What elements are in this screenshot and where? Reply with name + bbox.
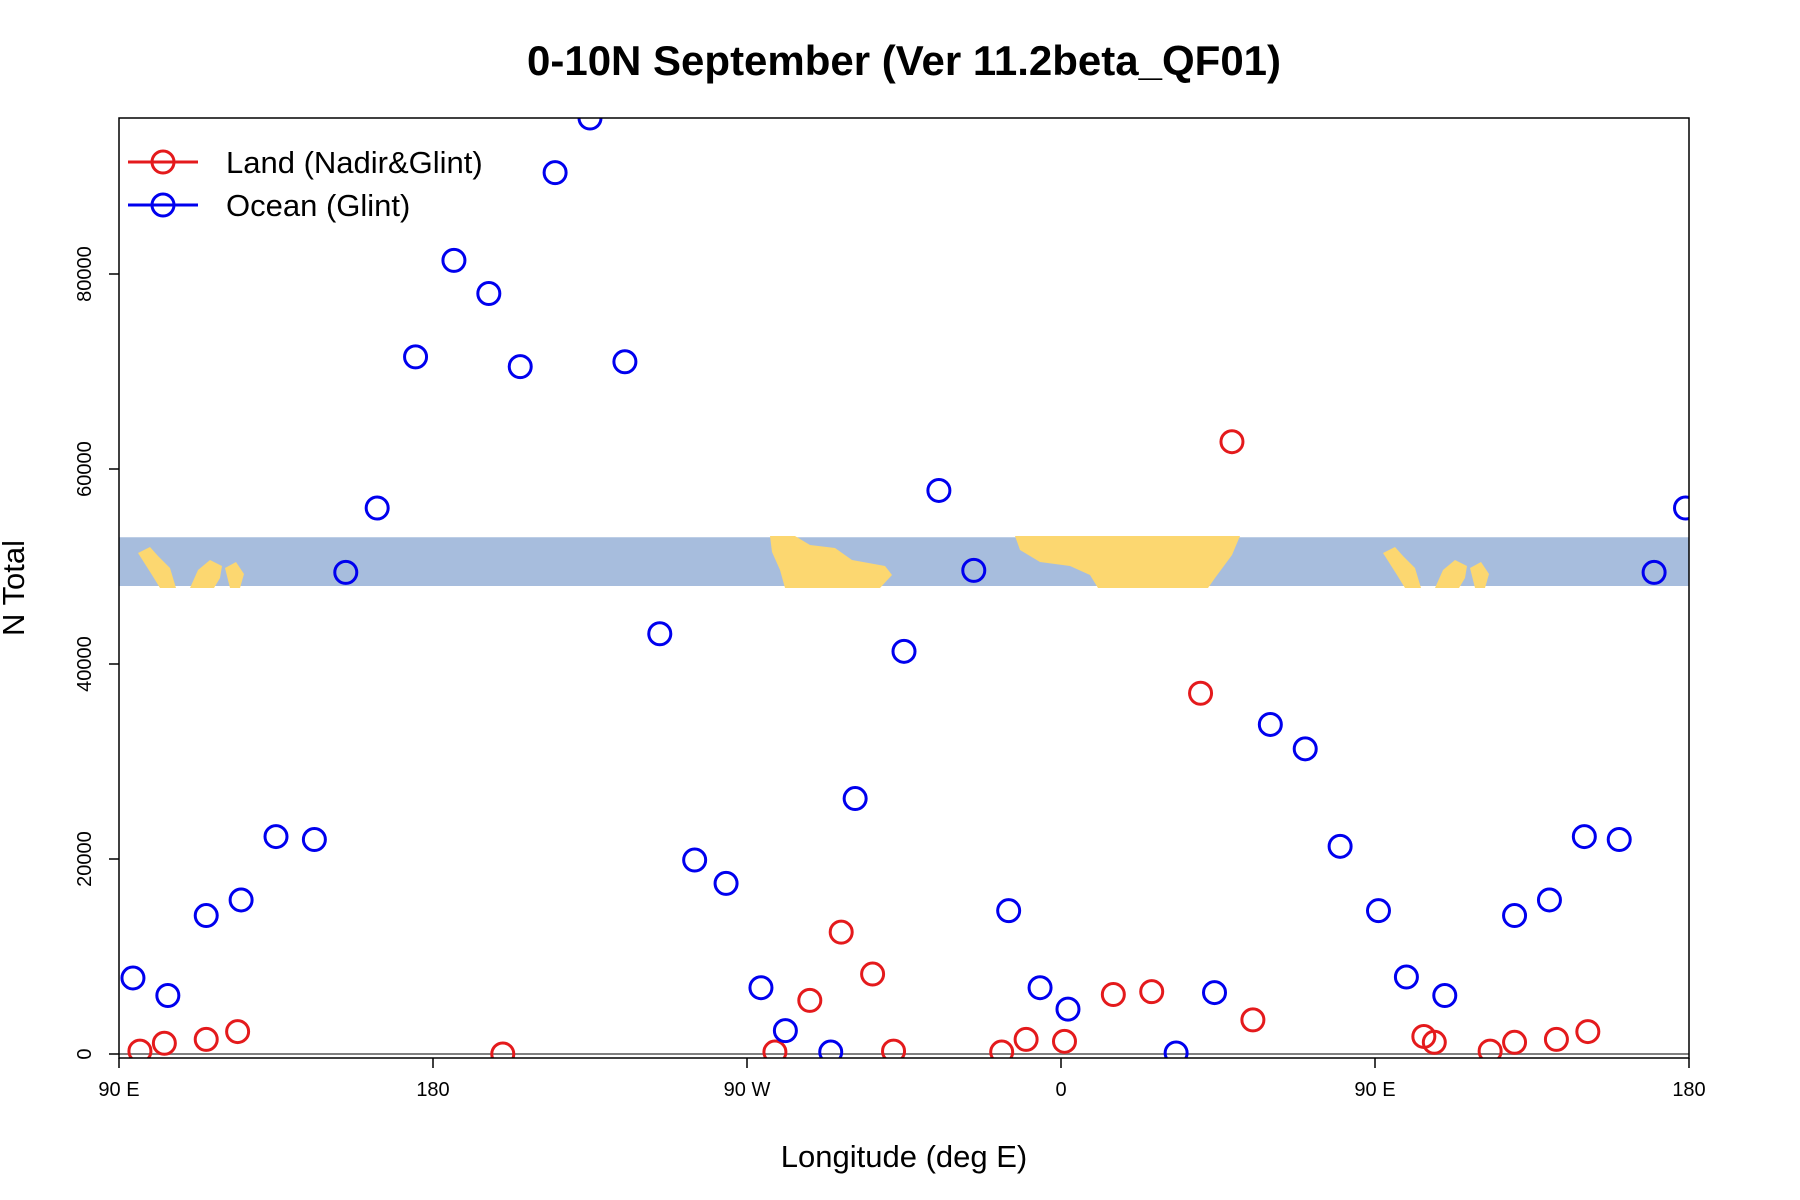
- data-point-land: [762, 1039, 788, 1058]
- x-tick-label: 90 E: [1354, 1079, 1395, 1101]
- y-tick-label: 40000: [74, 636, 96, 692]
- data-point-ocean: [926, 477, 952, 503]
- data-point-ocean: [1709, 346, 1731, 368]
- data-point-ocean: [333, 559, 359, 585]
- data-point-ocean: [1536, 887, 1562, 913]
- legend-item-ocean: Ocean (Glint): [128, 188, 410, 223]
- data-point-ocean: [647, 621, 673, 647]
- legend-label-ocean: Ocean (Glint): [226, 188, 410, 223]
- data-point-land: [881, 1038, 907, 1058]
- data-point-ocean: [507, 354, 533, 380]
- data-point-ocean: [1292, 736, 1318, 762]
- data-point-ocean: [1571, 824, 1597, 850]
- x-tick-label: 90 W: [724, 1079, 771, 1101]
- data-point-ocean: [155, 983, 181, 1008]
- map-land: [138, 536, 1489, 588]
- legend-marker-land: [150, 149, 176, 175]
- data-point-ocean: [542, 160, 568, 186]
- data-point-land: [127, 1038, 153, 1058]
- x-tick-label: 180: [1672, 1079, 1705, 1101]
- data-point-ocean: [301, 827, 327, 852]
- data-point-ocean: [713, 870, 739, 896]
- x-tick-label: 0: [1055, 1079, 1066, 1101]
- y-tick-label: 20000: [74, 831, 96, 887]
- data-point-land: [1219, 429, 1245, 455]
- data-point-land: [828, 919, 854, 945]
- x-tick-label: 180: [416, 1079, 449, 1101]
- data-point-land: [193, 1026, 219, 1052]
- data-point-ocean: [364, 495, 390, 521]
- data-point-ocean: [1641, 559, 1667, 585]
- data-point-land: [1240, 1007, 1266, 1033]
- data-point-land: [1100, 982, 1126, 1008]
- data-point-ocean: [1202, 980, 1228, 1006]
- data-point-ocean: [403, 344, 429, 370]
- y-tick-label: 0: [74, 1048, 96, 1059]
- chart-title: 0-10N September (Ver 11.2beta_QF01): [527, 37, 1281, 84]
- legend-label-land: Land (Nadir&Glint): [226, 145, 483, 180]
- legend: Land (Nadir&Glint) Ocean (Glint): [128, 145, 483, 223]
- data-point-land: [797, 987, 823, 1013]
- y-tick-label: 80000: [74, 246, 96, 302]
- data-point-ocean: [263, 824, 289, 850]
- map-ocean: [119, 537, 1689, 586]
- data-point-ocean: [996, 898, 1022, 924]
- data-point-ocean: [1365, 898, 1391, 924]
- legend-marker-ocean: [150, 192, 176, 218]
- legend-item-land: Land (Nadir&Glint): [128, 145, 483, 180]
- data-point-land: [1575, 1019, 1601, 1045]
- data-point-ocean: [228, 887, 254, 913]
- data-point-ocean: [1327, 833, 1353, 859]
- y-axis-label: N Total: [0, 540, 31, 636]
- y-axis: 0 20000 40000 60000 80000: [74, 246, 119, 1060]
- data-point-land: [860, 961, 886, 987]
- data-point-ocean: [1027, 975, 1053, 1001]
- data-point-ocean: [748, 975, 774, 1001]
- data-point-land: [1051, 1028, 1077, 1054]
- x-axis: 90 E 180 90 W 0 90 E 180: [98, 1058, 1706, 1101]
- data-point-ocean: [120, 965, 146, 991]
- data-point-land: [1188, 680, 1214, 706]
- data-point-ocean: [577, 118, 603, 131]
- plot-frame: [118, 117, 1690, 1059]
- data-point-ocean: [1163, 1040, 1189, 1058]
- data-point-ocean: [612, 349, 638, 375]
- data-point-ocean: [1673, 495, 1689, 521]
- y-tick-label: 60000: [74, 441, 96, 497]
- data-point-land: [1013, 1026, 1039, 1052]
- data-point-land: [1543, 1026, 1569, 1052]
- data-point-ocean: [1257, 711, 1283, 737]
- x-tick-label: 90 E: [98, 1079, 139, 1101]
- data-points: [120, 118, 1731, 1058]
- data-point-ocean: [193, 903, 219, 929]
- data-point-ocean: [682, 847, 708, 873]
- data-point-land: [151, 1030, 177, 1056]
- data-point-ocean: [441, 247, 467, 273]
- data-point-land: [989, 1039, 1015, 1058]
- data-point-ocean: [1393, 964, 1419, 990]
- data-point-ocean: [1606, 827, 1632, 852]
- data-point-ocean: [476, 281, 502, 306]
- world-map-strip: [119, 536, 1689, 588]
- data-point-ocean: [1055, 996, 1081, 1022]
- data-point-ocean: [891, 638, 917, 664]
- data-point-ocean: [842, 786, 868, 812]
- data-point-land: [1139, 979, 1165, 1005]
- data-point-ocean: [772, 1018, 798, 1044]
- data-point-ocean: [1502, 903, 1528, 929]
- data-point-land: [490, 1041, 516, 1058]
- data-point-ocean: [818, 1039, 844, 1058]
- x-axis-label: Longitude (deg E): [781, 1139, 1027, 1174]
- data-point-ocean: [961, 557, 987, 583]
- data-point-land: [1502, 1029, 1528, 1055]
- data-point-land: [225, 1019, 251, 1045]
- data-point-ocean: [1432, 983, 1458, 1008]
- data-point-land: [1421, 1029, 1447, 1055]
- data-point-land: [1477, 1038, 1503, 1058]
